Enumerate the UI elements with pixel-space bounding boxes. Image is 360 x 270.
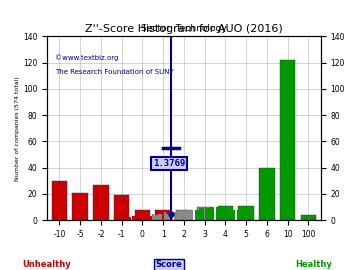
Bar	[122, 216, 125, 220]
Bar	[216, 207, 218, 220]
Bar	[191, 210, 193, 220]
Text: Healthy: Healthy	[295, 260, 332, 269]
Bar	[158, 214, 160, 220]
Bar	[114, 195, 130, 220]
Bar	[52, 181, 67, 220]
Bar	[259, 168, 275, 220]
Text: The Research Foundation of SUNY: The Research Foundation of SUNY	[55, 69, 174, 75]
Bar	[156, 215, 158, 220]
Bar	[197, 210, 200, 220]
Bar	[237, 210, 239, 220]
Bar	[156, 210, 171, 220]
Bar	[166, 214, 168, 220]
Bar	[135, 217, 138, 220]
Bar	[189, 210, 192, 220]
Bar	[226, 208, 229, 220]
Bar	[168, 214, 171, 220]
Bar	[201, 208, 204, 220]
Bar	[179, 211, 181, 220]
Bar	[176, 212, 179, 220]
Bar	[238, 206, 254, 220]
Bar	[149, 216, 152, 220]
Bar	[212, 207, 214, 220]
Bar	[152, 214, 154, 220]
Bar	[228, 208, 231, 220]
Bar	[210, 207, 212, 220]
Bar	[230, 208, 233, 220]
Bar	[222, 207, 225, 220]
Bar	[185, 211, 187, 220]
Bar	[160, 214, 162, 220]
Bar	[217, 206, 233, 220]
Bar	[126, 217, 128, 220]
Bar	[135, 210, 150, 220]
Text: Unhealthy: Unhealthy	[22, 260, 71, 269]
Bar	[133, 216, 135, 220]
Bar	[239, 208, 241, 220]
Bar	[132, 216, 134, 220]
Bar	[241, 208, 243, 220]
Bar	[218, 207, 220, 220]
Bar	[176, 210, 192, 220]
Bar	[138, 216, 140, 220]
Bar	[136, 216, 139, 220]
Bar	[154, 215, 156, 220]
Bar	[129, 217, 131, 220]
Bar	[199, 208, 202, 220]
Bar	[220, 207, 222, 220]
Bar	[233, 210, 235, 220]
Bar	[207, 208, 210, 220]
Bar	[164, 212, 166, 220]
Bar	[243, 208, 245, 220]
Bar	[147, 215, 150, 220]
Bar	[170, 212, 173, 220]
Bar	[187, 211, 189, 220]
Bar	[197, 207, 212, 220]
Bar	[301, 215, 316, 220]
Y-axis label: Number of companies (574 total): Number of companies (574 total)	[15, 76, 20, 181]
Text: Sector: Technology: Sector: Technology	[141, 23, 227, 33]
Bar	[280, 60, 295, 220]
Bar	[141, 215, 144, 220]
Bar	[206, 208, 208, 220]
Bar	[72, 193, 88, 220]
Bar	[195, 210, 198, 220]
Title: Z''-Score Histogram for AUO (2016): Z''-Score Histogram for AUO (2016)	[85, 24, 283, 34]
Bar	[181, 211, 183, 220]
Bar	[93, 185, 109, 220]
Bar	[143, 214, 146, 220]
Text: Score: Score	[156, 260, 183, 269]
Text: ©www.textbiz.org: ©www.textbiz.org	[55, 55, 118, 61]
Bar	[174, 212, 177, 220]
Text: 1.3769: 1.3769	[153, 159, 185, 168]
Bar	[145, 215, 148, 220]
